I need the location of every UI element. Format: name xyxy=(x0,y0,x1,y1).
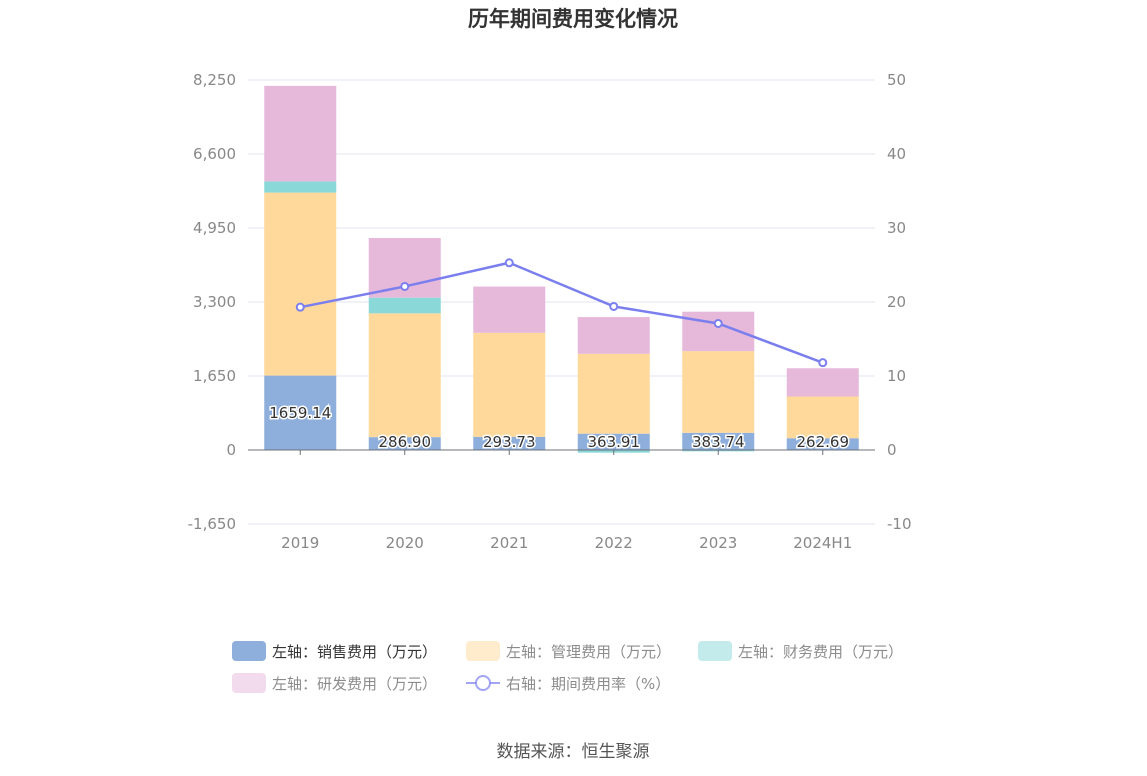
source-note: 数据来源：恒生聚源 xyxy=(497,742,650,762)
y-right-tick-label: 50 xyxy=(887,71,906,89)
bar-data-label: 383.74 xyxy=(692,433,745,451)
rate-line xyxy=(300,261,824,364)
legend-item: 右轴：期间费用率（%） xyxy=(466,675,670,693)
y-right-tick-label: 30 xyxy=(887,219,906,237)
y-right-tick-label: 10 xyxy=(887,367,906,385)
legend-point-marker xyxy=(475,675,491,691)
x-tick-label: 2022 xyxy=(595,534,633,552)
rate-point xyxy=(295,302,305,312)
bar-segment xyxy=(577,433,650,450)
bar-segment xyxy=(786,368,859,397)
x-tick-label: 2021 xyxy=(490,534,528,552)
rate-point xyxy=(609,301,619,311)
bar-segment xyxy=(682,432,755,450)
bar-segment xyxy=(264,85,337,182)
bar-data-label: 262.69 xyxy=(797,433,850,451)
rate-point xyxy=(400,281,410,291)
bar-segment xyxy=(264,192,337,376)
bar-segment xyxy=(682,351,755,433)
legend-label: 右轴：期间费用率（%） xyxy=(506,675,670,693)
bar-segment xyxy=(682,311,755,352)
bar-data-label: 1659.14 xyxy=(269,404,331,422)
legend-swatch xyxy=(698,641,732,661)
x-tick-label: 2024H1 xyxy=(793,534,852,552)
axes: 8,250 6,600 4,950 3,300 1,650 0 -1,650 50 40 30 20… xyxy=(188,71,912,552)
rate-point xyxy=(818,358,828,368)
bar-segment xyxy=(264,181,337,193)
grid-lines xyxy=(248,79,875,525)
bar-segment xyxy=(368,437,441,450)
y-left-tick-label: 1,650 xyxy=(193,367,236,385)
legend-item: 左轴：研发费用（万元） xyxy=(232,673,437,693)
x-tick-label: 2019 xyxy=(281,534,319,552)
bar-segment xyxy=(473,436,546,450)
y-right-tick-label: 0 xyxy=(887,441,897,459)
rate-point xyxy=(713,318,723,328)
legend-label: 左轴：销售费用（万元） xyxy=(272,643,437,661)
bar-segment xyxy=(473,286,546,333)
y-right-tick-label: 40 xyxy=(887,145,906,163)
legend-swatch xyxy=(232,673,266,693)
line-series xyxy=(295,258,828,368)
bar-segment xyxy=(473,332,546,437)
x-tick-label: 2020 xyxy=(386,534,424,552)
y-left-tick-label: 0 xyxy=(226,441,236,459)
bar-segment xyxy=(368,297,441,314)
bar-data-label: 363.91 xyxy=(588,433,641,451)
y-right-tick-label: -10 xyxy=(887,515,912,533)
bar-segment xyxy=(786,396,859,439)
x-tick-label: 2023 xyxy=(699,534,737,552)
y-left-tick-label: 8,250 xyxy=(193,71,236,89)
legend-swatch xyxy=(466,641,500,661)
legend-label: 左轴：研发费用（万元） xyxy=(272,675,437,693)
data-labels: 1659.14 286.90 293.73 363.91 383.74 262.69 xyxy=(268,402,851,452)
y-left-tick-label: 4,950 xyxy=(193,219,236,237)
bar-segment xyxy=(264,375,337,450)
y-right-tick-label: 20 xyxy=(887,293,906,311)
legend-label: 左轴：财务费用（万元） xyxy=(738,643,903,661)
bar-data-label: 286.90 xyxy=(379,433,432,451)
bar-segment xyxy=(368,313,441,438)
y-left-tick-label: -1,650 xyxy=(188,515,236,533)
rate-point xyxy=(504,258,514,268)
legend-item: 左轴：管理费用（万元） xyxy=(466,641,671,661)
chart-title: 历年期间费用变化情况 xyxy=(468,7,678,31)
y-left-tick-label: 6,600 xyxy=(193,145,236,163)
bar-segment xyxy=(577,353,650,434)
legend: 左轴：销售费用（万元） 左轴：管理费用（万元） 左轴：财务费用（万元） 左轴：研发费用… xyxy=(232,641,903,693)
legend-swatch xyxy=(232,641,266,661)
legend-item: 左轴：财务费用（万元） xyxy=(698,641,903,661)
bar-series xyxy=(264,85,859,453)
y-left-tick-label: 3,300 xyxy=(193,293,236,311)
legend-label: 左轴：管理费用（万元） xyxy=(506,643,671,661)
bar-segment xyxy=(577,317,650,354)
bar-data-label: 293.73 xyxy=(483,433,536,451)
legend-item: 左轴：销售费用（万元） xyxy=(232,641,437,661)
bar-segment xyxy=(786,438,859,450)
